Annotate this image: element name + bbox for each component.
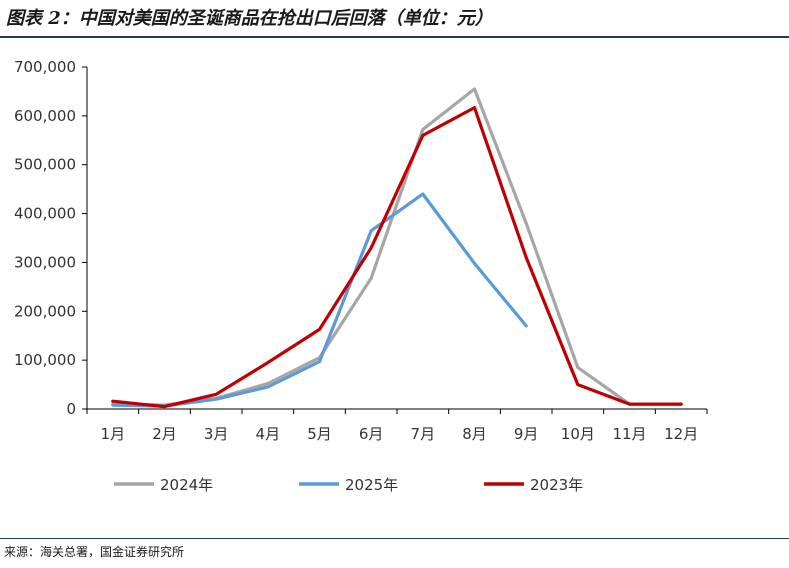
x-tick-label: 2月	[152, 425, 177, 443]
legend: 2024年 2025年 2023年	[114, 476, 583, 494]
source-note: 来源：海关总署，国金证券研究所	[4, 545, 185, 559]
x-tick-label: 11月	[612, 425, 646, 443]
y-axis-ticks: 0 100,000 200,000 300,000 400,000 500,000 600,…	[14, 58, 87, 418]
y-tick-label: 400,000	[14, 205, 76, 223]
y-tick-label: 300,000	[14, 253, 76, 271]
legend-label: 2024年	[160, 476, 213, 494]
x-tick-label: 4月	[256, 425, 281, 443]
x-tick-label: 1月	[101, 425, 126, 443]
x-tick-label: 7月	[411, 425, 436, 443]
x-tick-label: 10月	[561, 425, 595, 443]
series-line-3	[111, 106, 683, 409]
series-line-1	[111, 87, 683, 407]
x-axis-ticks: 1月 2月 3月 4月 5月 6月 7月 8月 9月 10月 11月 12月	[86, 409, 708, 443]
y-tick-label: 100,000	[14, 351, 76, 369]
y-tick-label: 600,000	[14, 107, 76, 125]
legend-label: 2025年	[345, 476, 398, 494]
series-lines	[111, 87, 683, 409]
chart-canvas: 0 100,000 200,000 300,000 400,000 500,000 600,…	[14, 58, 708, 494]
bottom-divider	[0, 538, 789, 539]
y-tick-label: 200,000	[14, 302, 76, 320]
x-tick-label: 9月	[514, 425, 539, 443]
x-tick-label: 12月	[664, 425, 698, 443]
y-tick-label: 0	[66, 400, 76, 418]
legend-label: 2023年	[530, 476, 583, 494]
x-tick-label: 3月	[204, 425, 229, 443]
chart-title: 图表 2：中国对美国的圣诞商品在抢出口后回落（单位：元）	[6, 8, 493, 29]
series-line-2	[111, 192, 528, 408]
x-tick-label: 5月	[307, 425, 332, 443]
y-tick-label: 500,000	[14, 156, 76, 174]
top-divider	[0, 36, 789, 38]
axes	[86, 67, 707, 410]
y-tick-label: 700,000	[14, 58, 76, 76]
x-tick-label: 6月	[359, 425, 384, 443]
x-tick-label: 8月	[462, 425, 487, 443]
